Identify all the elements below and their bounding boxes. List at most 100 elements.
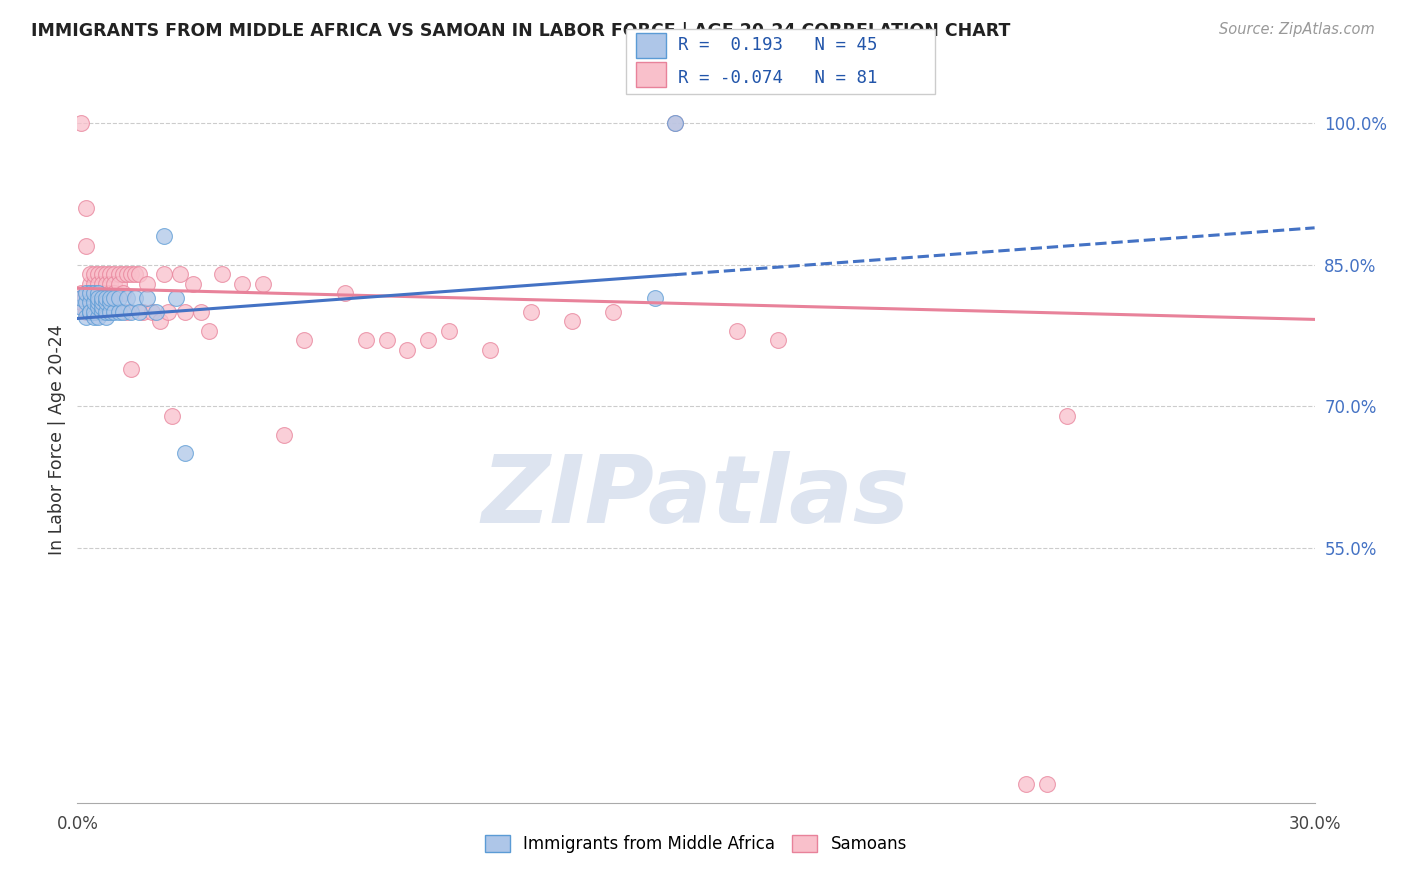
Point [181,277,204,291]
Point [87,277,110,291]
Point [664,116,686,130]
Point [79,285,101,300]
Point [91,295,114,310]
Point [79,285,101,300]
Point [70,295,93,310]
Point [83,267,105,281]
Point [115,291,138,305]
Point [120,361,142,376]
Point [768,333,790,347]
Point [87,300,110,314]
Point [75,201,97,215]
Point [87,295,110,310]
Point [98,305,121,319]
Legend: Immigrants from Middle Africa, Samoans: Immigrants from Middle Africa, Samoans [478,829,914,860]
Point [725,324,748,338]
Point [136,291,159,305]
Point [98,295,121,310]
Point [354,333,377,347]
Point [173,305,195,319]
Point [664,116,686,130]
Point [231,277,253,291]
Point [120,305,142,319]
Point [91,277,114,291]
Point [561,314,583,328]
Point [145,305,167,319]
Point [79,305,101,319]
Point [1035,777,1057,791]
Point [70,116,93,130]
Point [79,295,101,310]
Point [437,324,460,338]
Point [83,310,105,324]
Point [79,295,101,310]
Point [132,305,155,319]
Point [111,305,134,319]
Point [96,310,118,324]
Point [83,285,105,300]
Point [70,300,93,314]
Point [87,285,110,300]
Point [124,291,146,305]
Point [396,343,419,357]
Point [75,239,97,253]
Point [153,267,176,281]
Point [98,277,121,291]
Point [128,267,150,281]
Text: IMMIGRANTS FROM MIDDLE AFRICA VS SAMOAN IN LABOR FORCE | AGE 20-24 CORRELATION C: IMMIGRANTS FROM MIDDLE AFRICA VS SAMOAN … [31,22,1011,40]
Point [107,267,129,281]
Text: R =  0.193   N = 45: R = 0.193 N = 45 [678,37,877,54]
Point [91,300,114,314]
Point [103,267,125,281]
Point [157,305,180,319]
Point [83,285,105,300]
Point [136,277,159,291]
Point [153,229,176,244]
Point [75,310,97,324]
Point [644,291,666,305]
Point [83,305,105,319]
Point [79,305,101,319]
Point [107,305,129,319]
Point [1015,777,1038,791]
Point [111,267,134,281]
Point [478,343,501,357]
Point [602,305,624,319]
Point [252,277,274,291]
Point [75,285,97,300]
Point [111,285,134,300]
Point [98,267,121,281]
Point [120,267,142,281]
Point [70,291,93,305]
Point [96,277,118,291]
Point [83,277,105,291]
Point [96,267,118,281]
Point [96,285,118,300]
Point [75,285,97,300]
Point [115,267,138,281]
Point [91,295,114,310]
Point [335,285,357,300]
Y-axis label: In Labor Force | Age 20-24: In Labor Force | Age 20-24 [48,324,66,555]
Point [83,305,105,319]
Point [165,291,187,305]
Point [1056,409,1078,423]
Point [160,409,183,423]
Point [375,333,398,347]
Point [141,305,163,319]
Point [87,285,110,300]
Point [211,267,233,281]
Point [103,277,125,291]
Point [98,285,121,300]
Point [91,285,114,300]
Point [98,295,121,310]
Point [292,333,315,347]
Point [98,291,121,305]
Point [103,285,125,300]
Point [107,277,129,291]
Point [91,291,114,305]
Point [103,291,125,305]
Point [70,285,93,300]
Point [190,305,212,319]
Text: R = -0.074   N = 81: R = -0.074 N = 81 [678,69,877,87]
